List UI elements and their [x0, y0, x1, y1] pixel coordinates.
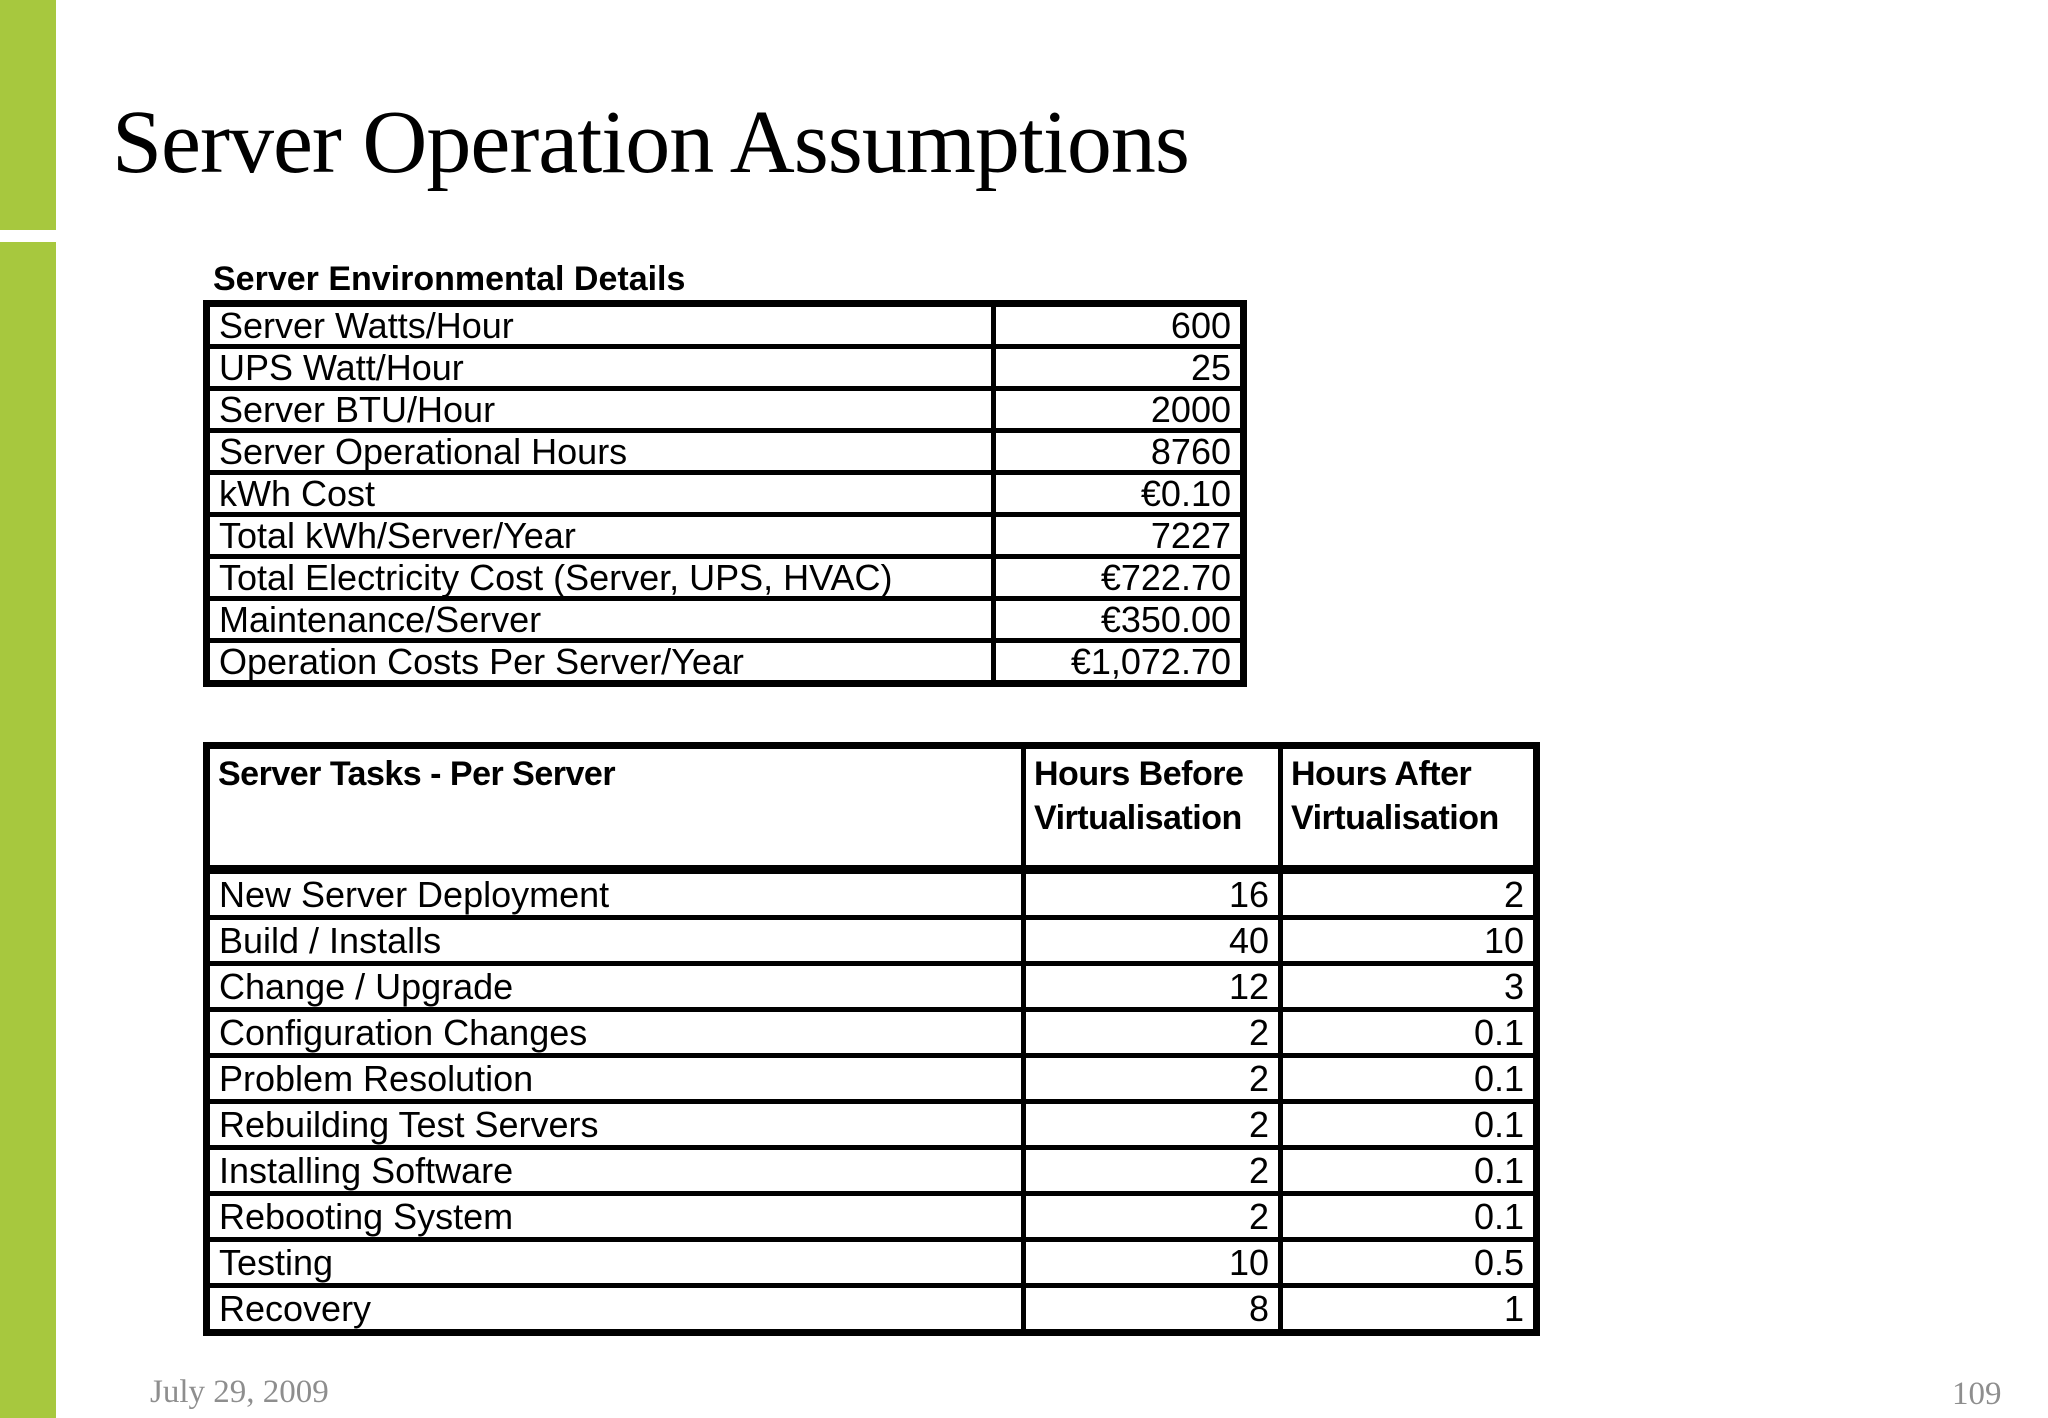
env-value-cell: 600	[991, 301, 1246, 349]
hours-before-cell: 10	[1021, 1237, 1283, 1288]
env-label-cell: Maintenance/Server	[204, 596, 996, 643]
table-row: Installing Software 2 0.1	[204, 1145, 1539, 1196]
hours-after-cell: 0.1	[1278, 1191, 1539, 1242]
task-cell: Recovery	[204, 1283, 1026, 1335]
hours-after-cell: 3	[1278, 961, 1539, 1012]
hours-before-cell: 2	[1021, 1007, 1283, 1058]
table-row: Server BTU/Hour 2000	[204, 386, 1246, 433]
hours-after-cell: 2	[1278, 867, 1539, 920]
task-cell: Build / Installs	[204, 915, 1026, 966]
table-row: Total kWh/Server/Year 7227	[204, 512, 1246, 559]
table-row: Maintenance/Server €350.00	[204, 596, 1246, 643]
accent-bar-top	[0, 0, 56, 230]
env-value-cell: €0.10	[991, 470, 1246, 517]
env-value-cell: €722.70	[991, 554, 1246, 601]
footer-date: July 29, 2009	[150, 1374, 329, 1410]
table-row: Build / Installs 40 10	[204, 915, 1539, 966]
table-row: Configuration Changes 2 0.1	[204, 1007, 1539, 1058]
table-row: Change / Upgrade 12 3	[204, 961, 1539, 1012]
env-label-cell: Server Watts/Hour	[204, 301, 996, 349]
tasks-header-task: Server Tasks - Per Server	[204, 743, 1026, 874]
task-cell: Problem Resolution	[204, 1053, 1026, 1104]
env-value-cell: €350.00	[991, 596, 1246, 643]
env-value-cell: 25	[991, 344, 1246, 391]
table-row: Server Watts/Hour 600	[204, 301, 1246, 349]
table-row: kWh Cost €0.10	[204, 470, 1246, 517]
env-value-cell: €1,072.70	[991, 638, 1246, 686]
hours-before-cell: 2	[1021, 1099, 1283, 1150]
env-table-heading: Server Environmental Details	[213, 260, 686, 298]
task-cell: Testing	[204, 1237, 1026, 1288]
env-label-cell: kWh Cost	[204, 470, 996, 517]
env-label-cell: Server Operational Hours	[204, 428, 996, 475]
env-value-cell: 2000	[991, 386, 1246, 433]
tasks-table: Server Tasks - Per Server Hours Before V…	[203, 742, 1540, 1336]
table-row: Testing 10 0.5	[204, 1237, 1539, 1288]
hours-after-cell: 1	[1278, 1283, 1539, 1335]
hours-before-cell: 16	[1021, 867, 1283, 920]
table-row: Operation Costs Per Server/Year €1,072.7…	[204, 638, 1246, 686]
hours-before-cell: 8	[1021, 1283, 1283, 1335]
task-cell: Rebooting System	[204, 1191, 1026, 1242]
env-value-cell: 8760	[991, 428, 1246, 475]
table-row: Recovery 8 1	[204, 1283, 1539, 1335]
hours-before-cell: 2	[1021, 1191, 1283, 1242]
table-row: Server Operational Hours 8760	[204, 428, 1246, 475]
task-cell: Rebuilding Test Servers	[204, 1099, 1026, 1150]
page-number: 109	[1952, 1376, 2002, 1412]
table-row: Total Electricity Cost (Server, UPS, HVA…	[204, 554, 1246, 601]
hours-after-cell: 0.1	[1278, 1099, 1539, 1150]
table-row: Problem Resolution 2 0.1	[204, 1053, 1539, 1104]
hours-before-cell: 40	[1021, 915, 1283, 966]
env-label-cell: UPS Watt/Hour	[204, 344, 996, 391]
env-label-cell: Total kWh/Server/Year	[204, 512, 996, 559]
table-row: Rebooting System 2 0.1	[204, 1191, 1539, 1242]
task-cell: New Server Deployment	[204, 867, 1026, 920]
env-label-cell: Server BTU/Hour	[204, 386, 996, 433]
env-label-cell: Operation Costs Per Server/Year	[204, 638, 996, 686]
env-table: Server Watts/Hour 600 UPS Watt/Hour 25 S…	[203, 300, 1247, 687]
hours-after-cell: 0.5	[1278, 1237, 1539, 1288]
hours-after-cell: 10	[1278, 915, 1539, 966]
page-title: Server Operation Assumptions	[112, 93, 1190, 192]
task-cell: Installing Software	[204, 1145, 1026, 1196]
task-cell: Configuration Changes	[204, 1007, 1026, 1058]
hours-before-cell: 2	[1021, 1145, 1283, 1196]
hours-after-cell: 0.1	[1278, 1007, 1539, 1058]
accent-bar-bottom	[0, 242, 56, 1418]
hours-after-cell: 0.1	[1278, 1145, 1539, 1196]
table-row: UPS Watt/Hour 25	[204, 344, 1246, 391]
tasks-header-after: Hours After Virtualisation	[1278, 743, 1539, 874]
table-row: New Server Deployment 16 2	[204, 867, 1539, 920]
table-row: Rebuilding Test Servers 2 0.1	[204, 1099, 1539, 1150]
hours-after-cell: 0.1	[1278, 1053, 1539, 1104]
env-label-cell: Total Electricity Cost (Server, UPS, HVA…	[204, 554, 996, 601]
env-value-cell: 7227	[991, 512, 1246, 559]
hours-before-cell: 2	[1021, 1053, 1283, 1104]
task-cell: Change / Upgrade	[204, 961, 1026, 1012]
hours-before-cell: 12	[1021, 961, 1283, 1012]
tasks-header-before: Hours Before Virtualisation	[1021, 743, 1283, 874]
table-header-row: Server Tasks - Per Server Hours Before V…	[204, 743, 1539, 874]
